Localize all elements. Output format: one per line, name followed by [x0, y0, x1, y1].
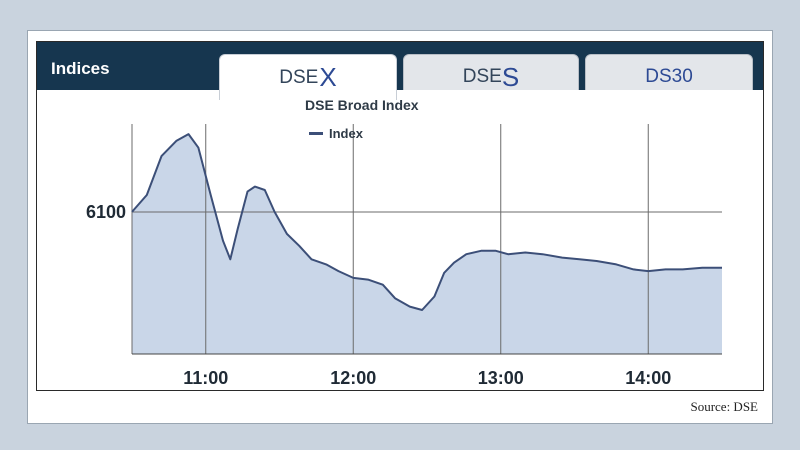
index-panel: Indices DSE X DSE S DS30 DSE Broad Index I… — [36, 41, 764, 391]
source-note: Source: DSE — [690, 399, 758, 414]
x-tick-label: 13:00 — [478, 368, 524, 388]
index-series-line — [131, 133, 722, 311]
x-tick-label: 12:00 — [330, 368, 376, 388]
tab-dsex-prefix: DSE — [279, 66, 319, 88]
chart-legend: Index — [309, 126, 363, 141]
tab-dses-suffix: S — [501, 61, 520, 92]
tab-dsex[interactable]: DSE X — [219, 54, 397, 100]
chart-card: Indices DSE X DSE S DS30 DSE Broad Index I… — [27, 30, 773, 424]
legend-swatch — [309, 132, 323, 135]
chart-title: DSE Broad Index — [305, 97, 419, 113]
indices-label: Indices — [51, 59, 110, 78]
chart-svg: 11:00 12:00 13:00 14:00 6100 — [86, 124, 722, 388]
index-area-fill — [132, 134, 722, 354]
y-tick-label: 6100 — [86, 202, 126, 222]
tab-dsex-suffix: X — [319, 62, 337, 92]
x-tick-label: 11:00 — [183, 368, 228, 388]
x-tick-label: 14:00 — [625, 368, 671, 388]
tab-ds30-label: DS30 — [645, 66, 693, 87]
tab-dses-prefix: DSE — [462, 66, 502, 87]
legend-label: Index — [329, 126, 363, 141]
